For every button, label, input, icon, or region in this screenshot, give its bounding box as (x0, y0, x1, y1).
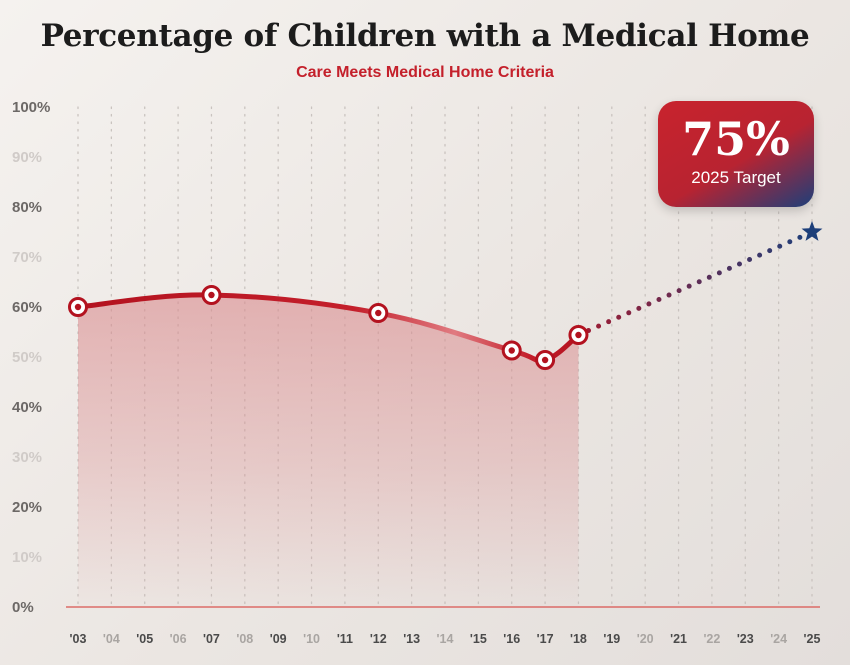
target-label: 2025 Target (691, 168, 781, 187)
x-axis-ticks: '03 '04 '05 '06 '07 '08 '09 '10 '11 '12 '13 '14 '15 '… (70, 632, 821, 646)
y-tick-label: 30% (12, 449, 42, 466)
data-point-center (541, 356, 549, 364)
y-tick-label: 80% (12, 199, 42, 216)
x-tick-label: '05 (136, 632, 153, 646)
x-tick-label: '12 (370, 632, 387, 646)
y-tick-label: 10% (12, 549, 42, 566)
x-tick-label: '09 (270, 632, 287, 646)
data-point-center (575, 331, 582, 339)
chart-title: Percentage of Children with a Medical Ho… (40, 18, 810, 54)
target-value: 75% (682, 112, 790, 166)
x-tick-label: '04 (103, 632, 120, 646)
x-tick-label: '20 (637, 632, 654, 646)
y-tick-label: 0% (12, 599, 34, 616)
x-tick-label: '13 (403, 632, 420, 646)
x-tick-label: '23 (737, 632, 754, 646)
data-points (68, 221, 823, 370)
y-tick-label: 70% (12, 249, 42, 266)
y-tick-label: 60% (12, 299, 42, 316)
y-tick-label: 100% (12, 99, 50, 116)
y-tick-label: 20% (12, 499, 42, 516)
x-tick-label: '25 (804, 632, 821, 646)
data-point-center (74, 303, 82, 311)
x-tick-label: '10 (303, 632, 320, 646)
x-tick-label: '19 (603, 632, 620, 646)
x-tick-label: '15 (470, 632, 487, 646)
x-tick-label: '08 (236, 632, 253, 646)
y-tick-label: 50% (12, 349, 42, 366)
x-tick-label: '07 (203, 632, 220, 646)
actual-area (78, 294, 579, 607)
x-tick-label: '22 (703, 632, 720, 646)
x-tick-label: '24 (770, 632, 787, 646)
x-tick-label: '06 (170, 632, 187, 646)
target-callout: 75% 2025 Target (658, 101, 814, 207)
x-tick-label: '16 (503, 632, 520, 646)
data-point-center (508, 347, 515, 354)
chart-subtitle: Care Meets Medical Home Criteria (296, 64, 554, 81)
x-tick-label: '11 (337, 632, 353, 646)
x-tick-label: '03 (70, 632, 87, 646)
y-tick-label: 90% (12, 149, 42, 166)
x-tick-label: '17 (537, 632, 554, 646)
y-axis-ticks: 0% 10% 20% 30% 40% 50% 60% 70% 80% 90% 100% (12, 99, 50, 616)
area-fill (78, 294, 579, 607)
x-tick-label: '14 (437, 632, 454, 646)
data-point-center (208, 291, 215, 299)
target-star-icon (801, 221, 823, 241)
y-tick-label: 40% (12, 399, 42, 416)
data-point-center (375, 309, 382, 317)
projection-line (575, 229, 815, 338)
x-tick-label: '21 (670, 632, 687, 646)
x-tick-label: '18 (570, 632, 587, 646)
